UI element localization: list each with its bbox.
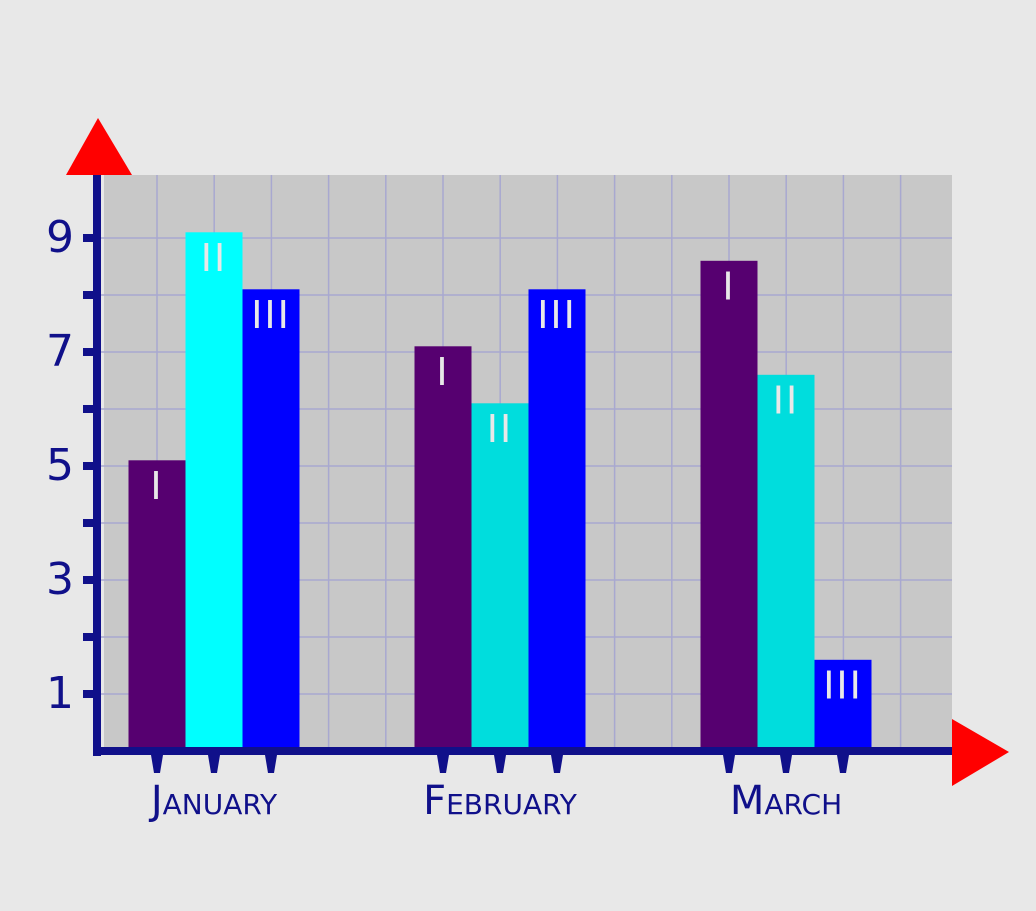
y-minor-tick-mark <box>83 633 97 641</box>
x-tick-marker <box>837 755 849 773</box>
x-tick-marker <box>437 755 449 773</box>
x-axis-arrow <box>952 719 1009 786</box>
y-tick-label: 5 <box>46 440 74 491</box>
bar <box>185 232 243 752</box>
x-tick-marker <box>265 755 277 773</box>
bar <box>814 659 872 751</box>
bar-series-label: II <box>201 236 227 280</box>
y-minor-tick-mark <box>83 519 97 527</box>
x-tick-marker <box>723 755 735 773</box>
x-tick-marker <box>208 755 220 773</box>
x-tick-marker <box>780 755 792 773</box>
y-axis-arrow <box>66 118 132 175</box>
bar-series-label: I <box>722 264 735 308</box>
y-tick-mark <box>83 348 97 356</box>
bar <box>757 374 815 751</box>
y-tick-mark <box>83 234 97 242</box>
bar <box>128 460 186 751</box>
y-tick-mark <box>83 690 97 698</box>
x-tick-label: March <box>730 778 842 824</box>
bar-series-label: III <box>251 293 291 337</box>
bar-series-label: I <box>150 464 163 508</box>
bar <box>414 346 472 751</box>
bar-series-label: I <box>436 350 449 394</box>
y-tick-mark <box>83 576 97 584</box>
bar <box>528 289 586 751</box>
y-minor-tick-mark <box>83 291 97 299</box>
y-tick-mark <box>83 462 97 470</box>
y-tick-label: 1 <box>46 668 74 719</box>
bar <box>242 289 300 751</box>
x-tick-marker <box>494 755 506 773</box>
y-tick-label: 3 <box>46 554 74 605</box>
x-tick-label: February <box>423 778 578 824</box>
bar-series-label: III <box>537 293 577 337</box>
y-tick-label: 7 <box>46 326 74 377</box>
y-minor-tick-mark <box>83 405 97 413</box>
x-tick-label: January <box>148 778 278 824</box>
bar <box>471 403 529 751</box>
y-tick-label: 9 <box>46 212 74 263</box>
bar-series-label: II <box>773 378 799 422</box>
bar <box>700 260 758 751</box>
x-tick-marker <box>551 755 563 773</box>
bar-series-label: II <box>487 407 513 451</box>
x-tick-marker <box>151 755 163 773</box>
bar-series-label: III <box>823 663 863 707</box>
